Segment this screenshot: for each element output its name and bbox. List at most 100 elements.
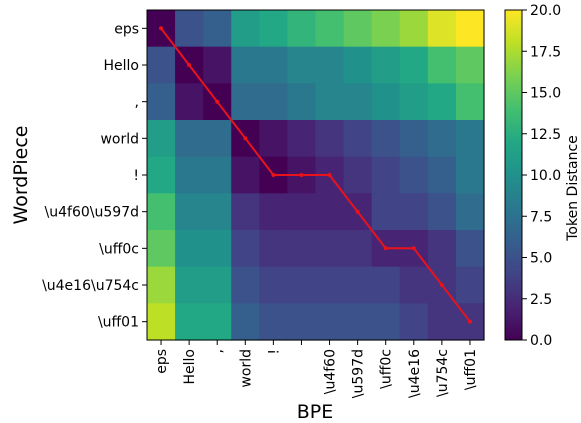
heatmap-cell bbox=[287, 266, 317, 304]
heatmap-cell bbox=[175, 266, 204, 304]
heatmap-cell bbox=[259, 230, 289, 268]
heatmap-cell bbox=[455, 193, 485, 231]
colorbar-tick-label: 17.5 bbox=[530, 44, 561, 60]
y-tick-label: \uff0c bbox=[99, 241, 139, 257]
heatmap-cell bbox=[455, 46, 485, 84]
heatmap-cell bbox=[455, 10, 485, 48]
alignment-path-line bbox=[160, 27, 471, 323]
heatmap-cell bbox=[175, 230, 204, 268]
heatmap-cell bbox=[427, 120, 457, 158]
heatmap-cell bbox=[259, 46, 289, 84]
y-tick-label: \uff01 bbox=[98, 315, 139, 331]
heatmap-cell bbox=[259, 10, 289, 48]
heatmap-cell bbox=[343, 156, 373, 194]
heatmap-cell bbox=[147, 193, 176, 231]
heatmap-cell bbox=[427, 303, 457, 341]
colorbar-tick-label: 0.0 bbox=[530, 333, 552, 349]
heatmap-cell bbox=[231, 303, 260, 341]
colorbar-label: Token Distance bbox=[565, 135, 581, 242]
heatmap-cell bbox=[231, 193, 260, 231]
heatmap-cell bbox=[203, 156, 232, 194]
heatmap-cell bbox=[455, 266, 485, 304]
heatmap-cell bbox=[147, 120, 176, 158]
heatmap-cell bbox=[315, 266, 345, 304]
heatmap-cell bbox=[147, 266, 176, 304]
x-tick-labels: eps Hello, world! \u4f60 \u597d \uff0c \u4e16… bbox=[154, 340, 479, 398]
heatmap-cell bbox=[287, 120, 317, 158]
alignment-path-point bbox=[243, 136, 248, 141]
colorbar-ticks: 0.0 2.5 5.0 7.5 10.0 12.5 15.0 17.5 20.0 bbox=[522, 3, 561, 349]
x-tick-label: \uff0c bbox=[379, 349, 395, 389]
heatmap-cell bbox=[455, 83, 485, 121]
heatmap-cell bbox=[399, 266, 429, 304]
heatmap-cell bbox=[231, 266, 260, 304]
heatmap-cell bbox=[203, 266, 232, 304]
heatmap-cell bbox=[343, 46, 373, 84]
heatmap-cell bbox=[287, 230, 317, 268]
heatmap-cell bbox=[315, 303, 345, 341]
heatmap-cell bbox=[427, 193, 457, 231]
heatmap-cell bbox=[399, 303, 429, 341]
colorbar-tick-label: 10.0 bbox=[530, 168, 561, 184]
heatmap-cell bbox=[175, 303, 204, 341]
heatmap-cell bbox=[315, 46, 345, 84]
x-tick-label: Hello bbox=[182, 349, 198, 385]
heatmap-cell bbox=[427, 83, 457, 121]
alignment-path-point bbox=[439, 283, 444, 287]
x-tick-label: \u754c bbox=[435, 349, 451, 397]
y-tick-label: \u4e16\u754c bbox=[42, 278, 139, 294]
alignment-path-point bbox=[159, 26, 163, 31]
heatmap-cell bbox=[371, 83, 401, 121]
heatmap-cell bbox=[371, 266, 401, 304]
heatmap-cell bbox=[455, 120, 485, 158]
colorbar-tick-label: 5.0 bbox=[530, 251, 552, 267]
heatmap-cell bbox=[371, 303, 401, 341]
alignment-path-point bbox=[215, 99, 220, 104]
heatmap-cells bbox=[147, 10, 485, 341]
heatmap-cell bbox=[343, 10, 373, 48]
heatmap-cell bbox=[175, 156, 204, 194]
heatmap-cell bbox=[147, 83, 176, 121]
heatmap-cell bbox=[175, 83, 204, 121]
heatmap-cell bbox=[315, 10, 345, 48]
y-tick-label: \u4f60\u597d bbox=[45, 205, 139, 221]
x-tick-label: \uff01 bbox=[463, 349, 479, 390]
x-tick-label: \u4f60 bbox=[323, 349, 339, 394]
alignment-path bbox=[159, 26, 472, 324]
heatmap-cell bbox=[231, 83, 260, 121]
heatmap-cell bbox=[287, 83, 317, 121]
heatmap-cell bbox=[175, 193, 204, 231]
heatmap-cell bbox=[203, 230, 232, 268]
heatmap-cell bbox=[427, 46, 457, 84]
heatmap-cell bbox=[175, 120, 204, 158]
heatmap-cell bbox=[399, 120, 429, 158]
heatmap-cell bbox=[203, 303, 232, 341]
alignment-path-point bbox=[468, 319, 472, 324]
heatmap-cell bbox=[399, 83, 429, 121]
heatmap-cell bbox=[343, 266, 373, 304]
heatmap-cell bbox=[203, 10, 232, 48]
heatmap-cell bbox=[343, 303, 373, 341]
heatmap-cell bbox=[343, 83, 373, 121]
heatmap-cell bbox=[203, 193, 232, 231]
y-axis-label: WordPiece bbox=[10, 126, 32, 225]
heatmap-cell bbox=[455, 230, 485, 268]
heatmap-cell bbox=[259, 193, 289, 231]
y-tick-label: world bbox=[100, 131, 139, 147]
colorbar-tick-label: 2.5 bbox=[530, 292, 552, 308]
x-tick-label: \u4e16 bbox=[407, 349, 423, 398]
heatmap-cell bbox=[427, 10, 457, 48]
alignment-path-point bbox=[187, 63, 192, 67]
heatmap-cell bbox=[147, 230, 176, 268]
y-tick-label: ! bbox=[133, 168, 139, 184]
x-tick-label: , bbox=[210, 349, 226, 353]
heatmap-cell bbox=[231, 46, 260, 84]
heatmap-cell bbox=[287, 303, 317, 341]
heatmap-cell bbox=[287, 46, 317, 84]
heatmap-cell bbox=[371, 193, 401, 231]
heatmap-cell bbox=[399, 46, 429, 84]
x-tick-label: eps bbox=[154, 349, 170, 374]
heatmap-cell bbox=[147, 303, 176, 341]
alignment-path-point bbox=[271, 173, 276, 177]
y-tick-label: , bbox=[135, 95, 139, 111]
